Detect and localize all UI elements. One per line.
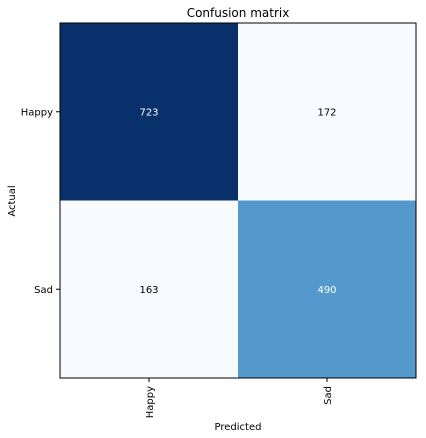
plot-frame (59, 22, 417, 379)
heatmap-cell-sad-happy (60, 200, 238, 378)
heatmap-cell-happy-sad (238, 23, 416, 201)
heatmap-cell-sad-sad (238, 200, 416, 378)
y-axis-ticks: Happy Sad (21, 107, 60, 296)
cell-value-label: 490 (317, 285, 336, 296)
x-tick-label: Sad (323, 386, 334, 405)
cell-value-label: 723 (139, 107, 158, 118)
cell-value-label: 172 (317, 107, 336, 118)
y-axis-label: Actual (7, 185, 18, 216)
y-tick-label: Sad (34, 285, 53, 296)
x-axis-label: Predicted (215, 422, 262, 433)
x-tick-label: Happy (145, 386, 156, 418)
heatmap-cell-labels: 723 172 163 490 (139, 107, 336, 296)
y-tick-label: Happy (21, 107, 53, 118)
chart-title: Confusion matrix (187, 6, 290, 20)
heatmap-cells (60, 23, 416, 378)
cell-value-label: 163 (139, 285, 158, 296)
heatmap-cell-happy-happy (60, 23, 238, 201)
x-axis-ticks: Happy Sad (145, 378, 334, 418)
